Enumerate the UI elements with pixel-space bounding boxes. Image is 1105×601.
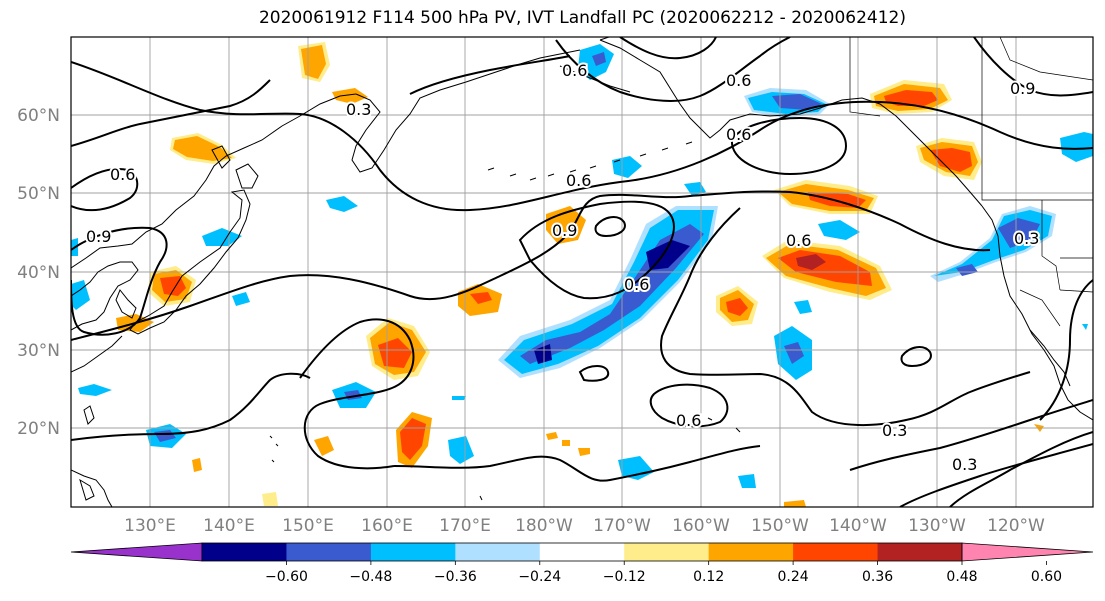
colorbar-segment (708, 543, 794, 561)
contour-label: 0.3 (1014, 229, 1039, 248)
colorbar-extension-high (961, 542, 1094, 562)
contour-labels: 0.6 0.9 0.3 0.6 0.6 0.9 0.6 0.9 0.6 0.6 … (84, 59, 1041, 476)
colorbar-tick-label: 0.36 (862, 569, 893, 585)
colorbar-tick-label: −0.60 (265, 569, 308, 585)
contour-0-9-japan (71, 226, 168, 336)
positive-anomaly-165e-20n (396, 412, 432, 468)
lat-label: 30°N (17, 341, 60, 361)
colorbar-tick-label: 0.12 (693, 569, 724, 585)
lon-label: 170°E (439, 516, 491, 536)
colorbar-extension-low (70, 542, 203, 562)
map-title: 2020061912 F114 500 hPa PV, IVT Landfall… (258, 8, 906, 28)
colorbar-segment (370, 543, 456, 561)
contour-0-6-east (660, 207, 1031, 427)
contour-0-6-west (71, 79, 271, 147)
contour-label: 0.6 (676, 411, 701, 430)
contour-label: 0.3 (952, 455, 977, 474)
asia-coastline (71, 93, 357, 269)
lat-label: 20°N (17, 419, 60, 439)
contour-label: 0.6 (726, 71, 751, 90)
colorbar-frame (201, 542, 963, 562)
contour-label: 0.9 (86, 227, 111, 246)
positive-anomaly-175e-37n (458, 284, 502, 316)
colorbar-tick-label: −0.24 (518, 569, 561, 585)
colorbar-segment (286, 543, 372, 561)
positive-anomaly-145w-40n (762, 240, 892, 300)
colorbar-tick-label: −0.48 (349, 569, 392, 585)
longitude-labels: 130°E 140°E 150°E 160°E 170°E 180°W 170°… (124, 516, 1045, 536)
positive-anomaly-japan (148, 266, 196, 306)
contour-label: 0.9 (1010, 79, 1035, 98)
lon-label: 160°E (361, 516, 413, 536)
lon-label: 160°W (672, 516, 730, 536)
contour-label: 0.6 (624, 275, 649, 294)
colorbar-ticks: −0.60 −0.48 −0.36 −0.24 −0.12 0.12 0.24 0.36 0.4… (265, 561, 1062, 585)
negative-anomaly-small-mid (78, 182, 860, 488)
colorbar-segment (539, 543, 625, 561)
lon-label: 180°W (515, 516, 573, 536)
lon-label: 170°W (593, 516, 651, 536)
contour-label: 0.6 (726, 125, 751, 144)
north-america-coastline (981, 205, 1093, 421)
positive-anomaly-okhotsk (298, 42, 330, 82)
lon-label: 130°W (908, 516, 966, 536)
contour-0-6-north (71, 61, 1093, 212)
lon-label: 140°E (203, 516, 255, 536)
negative-anomaly-pnw (930, 132, 1093, 330)
lat-label: 40°N (17, 263, 60, 283)
negative-anomaly-okhotsk (578, 44, 614, 80)
contour-0-6-loop (518, 200, 675, 300)
positive-anomaly-bc-coast (916, 138, 982, 180)
positive-anomaly-kamchatka (332, 88, 368, 104)
map-content (71, 37, 1093, 507)
positive-anomaly-160e-30n (366, 318, 430, 380)
contour-label: 0.9 (552, 221, 577, 240)
lon-label: 150°E (282, 516, 334, 536)
colorbar-segment (877, 543, 963, 561)
colorbar-tick-label: 0.24 (778, 569, 809, 585)
colorbar-segment (793, 543, 879, 561)
map-frame (70, 36, 1094, 508)
contour-0-6-central (71, 190, 991, 341)
contour-label: 0.3 (346, 100, 371, 119)
lat-label: 50°N (17, 184, 60, 204)
contour-label: 0.3 (882, 421, 907, 440)
lat-label: 60°N (17, 106, 60, 126)
positive-anomaly-sakhalin (170, 133, 236, 164)
latitude-labels: 60°N 50°N 40°N 30°N 20°N (17, 106, 60, 439)
positive-anomaly-155w-35n (716, 286, 758, 326)
colorbar-tick-label: −0.36 (434, 569, 477, 585)
colorbar (70, 542, 1094, 562)
positive-anomaly-small (192, 424, 1044, 507)
lon-label: 140°W (829, 516, 887, 536)
colorbar-segment (455, 543, 541, 561)
japan-coastline (129, 189, 251, 335)
colorbar-segment (624, 543, 710, 561)
colorbar-tick-label: 0.48 (946, 569, 977, 585)
alaska-coastline (599, 39, 983, 207)
contour-label: 0.6 (566, 171, 591, 190)
positive-anomaly-alaska-gulf (870, 80, 952, 114)
colorbar-segment (202, 543, 287, 561)
negative-anomaly-northwest (71, 156, 642, 310)
shaded-anomalies (71, 42, 1093, 507)
contour-label: 0.6 (562, 61, 587, 80)
lon-label: 130°E (124, 516, 176, 536)
contour-label: 0.6 (786, 231, 811, 250)
colorbar-tick-label: 0.60 (1031, 569, 1062, 585)
lon-label: 150°W (751, 516, 809, 536)
pv-contours (71, 37, 1093, 507)
colorbar-tick-label: −0.12 (603, 569, 646, 585)
borders (849, 37, 1093, 327)
lon-label: 120°W (987, 516, 1045, 536)
coastlines (71, 37, 1093, 507)
contour-label: 0.6 (110, 165, 135, 184)
